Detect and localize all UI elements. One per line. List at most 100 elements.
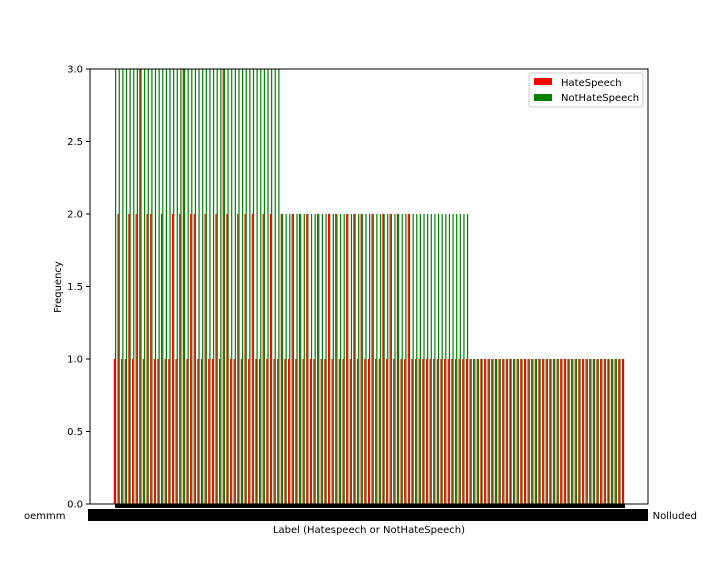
legend: HateSpeech NotHateSpeech: [528, 72, 644, 108]
bar-nothatespeech: [572, 359, 574, 504]
bar-hatespeech: [404, 359, 406, 504]
bar-nothatespeech: [564, 359, 567, 504]
bar-nothatespeech: [561, 359, 563, 504]
bar-hatespeech: [219, 359, 221, 504]
bar-hatespeech: [552, 359, 555, 504]
bar-hatespeech: [425, 359, 428, 504]
bar-hatespeech: [277, 359, 279, 504]
bar-nothatespeech: [463, 214, 465, 504]
bar-hatespeech: [317, 214, 319, 504]
bar-hatespeech: [469, 359, 471, 504]
bar-nothatespeech: [514, 359, 516, 504]
bar-hatespeech: [491, 359, 493, 504]
bar-nothatespeech: [481, 359, 483, 504]
y-axis-label: Frequency: [53, 261, 64, 313]
bar-hatespeech: [440, 359, 442, 504]
bar-nothatespeech: [459, 214, 461, 504]
legend-swatch-hatespeech: [534, 78, 552, 85]
bar-hatespeech: [458, 359, 460, 504]
y-tick-label: 3.0: [67, 65, 83, 76]
bar-nothatespeech: [608, 359, 610, 504]
bar-nothatespeech: [539, 359, 541, 504]
bar-nothatespeech: [249, 69, 251, 504]
bar-hatespeech: [237, 214, 239, 504]
bar-nothatespeech: [151, 69, 153, 504]
bar-nothatespeech: [332, 214, 334, 504]
bar-nothatespeech: [477, 359, 480, 504]
bar-nothatespeech: [434, 214, 436, 504]
bar-hatespeech: [197, 359, 199, 504]
bar-hatespeech: [258, 359, 261, 504]
bar-nothatespeech: [162, 69, 164, 504]
bar-hatespeech: [327, 214, 330, 504]
bar-nothatespeech: [347, 214, 349, 504]
bar-hatespeech: [436, 359, 438, 504]
bar-nothatespeech: [300, 214, 302, 504]
y-tick-label: 2.5: [67, 137, 83, 148]
bar-hatespeech: [139, 69, 141, 504]
bar-hatespeech: [298, 214, 301, 504]
bar-nothatespeech: [506, 359, 509, 504]
bar-nothatespeech: [485, 359, 487, 504]
bar-hatespeech: [603, 359, 605, 504]
bar-hatespeech: [356, 359, 359, 504]
bar-hatespeech: [255, 359, 257, 504]
bar-hatespeech: [150, 214, 152, 504]
bar-nothatespeech: [158, 69, 160, 504]
bar-hatespeech: [487, 359, 489, 504]
bar-hatespeech: [393, 359, 395, 504]
bar-hatespeech: [596, 359, 598, 504]
bar-nothatespeech: [165, 69, 167, 504]
bar-hatespeech: [164, 359, 166, 504]
bar-nothatespeech: [525, 359, 527, 504]
bar-nothatespeech: [321, 214, 324, 504]
bar-nothatespeech: [597, 359, 599, 504]
bar-nothatespeech: [427, 214, 429, 504]
bar-nothatespeech: [452, 214, 454, 504]
bar-hatespeech: [614, 359, 616, 504]
bar-hatespeech: [512, 359, 515, 504]
bar-nothatespeech: [358, 214, 360, 504]
bar-nothatespeech: [234, 69, 236, 504]
bar-hatespeech: [342, 359, 344, 504]
bar-hatespeech: [324, 359, 326, 504]
bar-nothatespeech: [129, 69, 131, 504]
bar-nothatespeech: [194, 69, 197, 504]
bar-nothatespeech: [336, 214, 338, 504]
bar-nothatespeech: [245, 69, 247, 504]
bar-hatespeech: [244, 214, 246, 504]
bar-hatespeech: [367, 359, 369, 504]
bar-hatespeech: [538, 359, 540, 504]
bar-nothatespeech: [488, 359, 490, 504]
bar-nothatespeech: [586, 359, 588, 504]
bar-hatespeech: [483, 359, 486, 504]
bar-hatespeech: [171, 214, 174, 504]
bar-nothatespeech: [456, 214, 458, 504]
bar-hatespeech: [541, 359, 544, 504]
bar-nothatespeech: [499, 359, 501, 504]
bar-hatespeech: [313, 359, 315, 504]
bar-nothatespeech: [231, 69, 233, 504]
bar-nothatespeech: [256, 69, 258, 504]
bar-hatespeech: [549, 359, 551, 504]
bar-nothatespeech: [466, 214, 469, 504]
bar-nothatespeech: [238, 69, 240, 504]
bar-hatespeech: [306, 214, 308, 504]
legend-label-hatespeech: HateSpeech: [561, 78, 622, 89]
y-tick-label: 1.0: [67, 355, 83, 366]
bar-hatespeech: [571, 359, 573, 504]
y-tick-label: 0.5: [67, 427, 83, 438]
bar-hatespeech: [200, 359, 203, 504]
bar-nothatespeech: [390, 214, 392, 504]
bar-hatespeech: [407, 214, 409, 504]
bar-hatespeech: [269, 214, 272, 504]
bar-hatespeech: [610, 359, 613, 504]
bar-nothatespeech: [528, 359, 530, 504]
bar-nothatespeech: [387, 214, 389, 504]
bar-hatespeech: [509, 359, 511, 504]
bar-nothatespeech: [496, 359, 498, 504]
bar-hatespeech: [273, 359, 275, 504]
bar-hatespeech: [338, 359, 340, 504]
bar-nothatespeech: [281, 214, 284, 504]
bar-nothatespeech: [354, 214, 356, 504]
